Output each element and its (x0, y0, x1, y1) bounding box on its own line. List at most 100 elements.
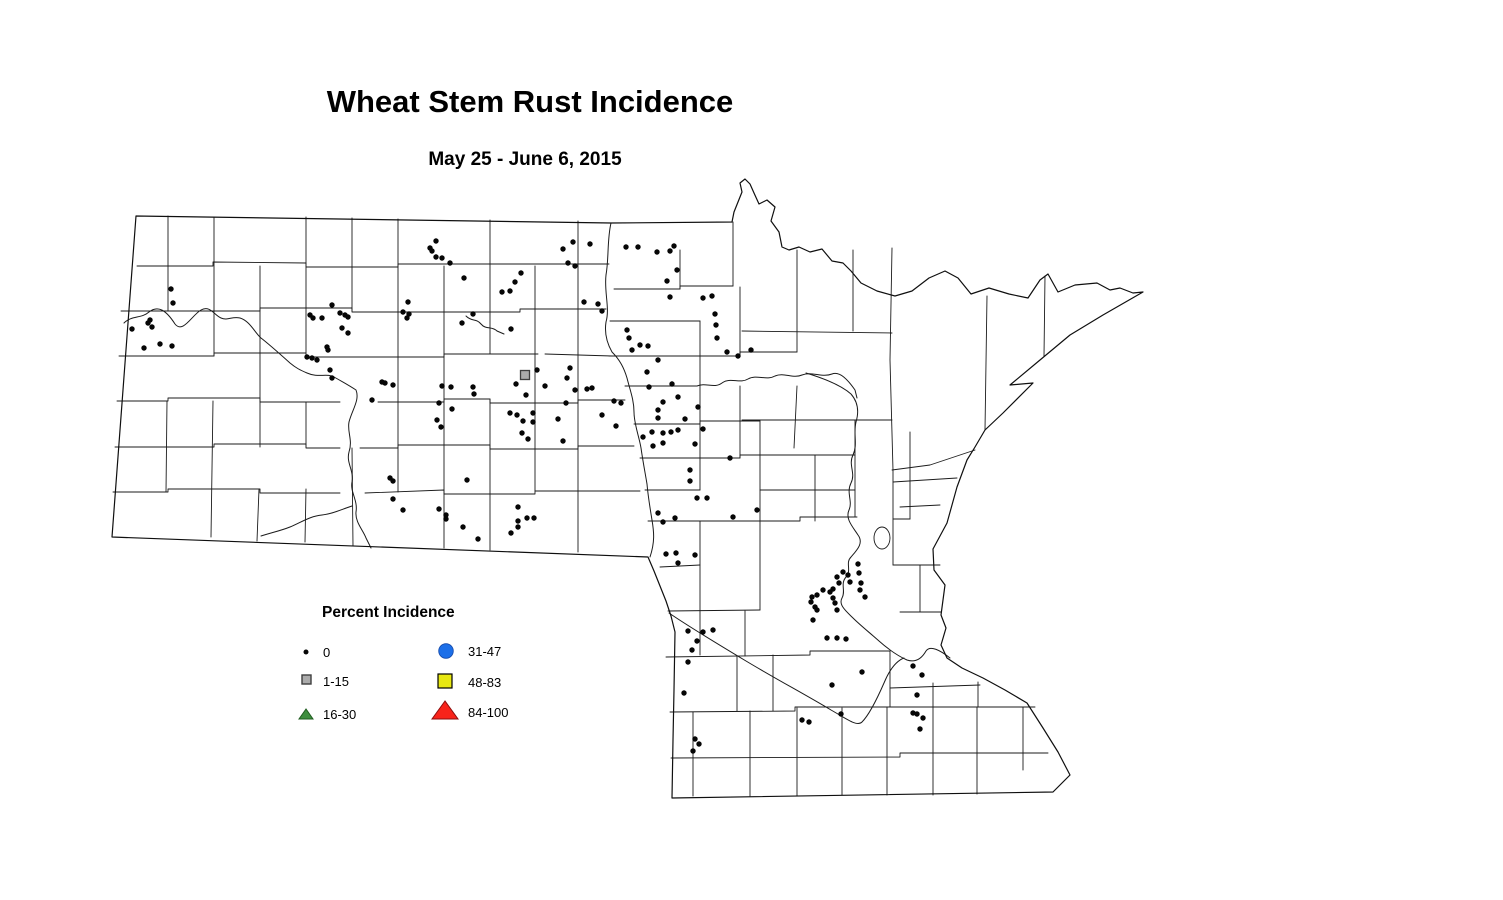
map-point (629, 347, 635, 353)
map-point (499, 289, 505, 295)
map-point (390, 382, 396, 388)
map-point (470, 384, 476, 390)
map-point (520, 418, 526, 424)
map-point (345, 330, 351, 336)
cannonball-river (260, 505, 353, 537)
map-point (470, 311, 476, 317)
map-point (387, 475, 393, 481)
map-point (692, 441, 698, 447)
map-point (436, 506, 442, 512)
map-point (587, 241, 593, 247)
map-point (325, 347, 331, 353)
map-point (668, 429, 674, 435)
map-point (654, 249, 660, 255)
map-point (599, 308, 605, 314)
map-point (567, 365, 573, 371)
map-point (512, 279, 518, 285)
map-point (646, 384, 652, 390)
map-point (464, 477, 470, 483)
map-point (858, 580, 864, 586)
map-point (660, 440, 666, 446)
map-point (682, 416, 688, 422)
map-point (664, 278, 670, 284)
map-point (829, 682, 835, 688)
map-point (834, 574, 840, 580)
legend-label-48-83: 48-83 (468, 675, 501, 690)
map-point (169, 343, 175, 349)
map-point (531, 515, 537, 521)
map-point (400, 309, 406, 315)
map-point (369, 397, 375, 403)
map-point (667, 248, 673, 254)
map-point (560, 438, 566, 444)
map-point (637, 342, 643, 348)
map-point (667, 294, 673, 300)
map-point (570, 239, 576, 245)
map-point (650, 443, 656, 449)
map-point (515, 518, 521, 524)
map-point (814, 607, 820, 613)
map-point (624, 327, 630, 333)
map-point (525, 436, 531, 442)
map-point (519, 430, 525, 436)
map-point (700, 426, 706, 432)
map-point (674, 267, 680, 273)
map-point (513, 381, 519, 387)
map-point (514, 412, 520, 418)
legend-title: Percent Incidence (322, 604, 455, 621)
map-point (584, 386, 590, 392)
map-point (618, 400, 624, 406)
map-point (563, 400, 569, 406)
map-point (141, 345, 147, 351)
map-point (572, 387, 578, 393)
map-point (405, 299, 411, 305)
map-point (754, 507, 760, 513)
page-title: Wheat Stem Rust Incidence (327, 84, 734, 119)
map-point (534, 367, 540, 373)
map-point (830, 595, 836, 601)
legend-yellow-square-symbol (437, 673, 453, 689)
map-point (595, 301, 601, 307)
map-point (640, 434, 646, 440)
page-subtitle: May 25 - June 6, 2015 (428, 149, 622, 170)
map-point (735, 353, 741, 359)
map-point (692, 552, 698, 558)
map-point (644, 369, 650, 375)
map-point (645, 343, 651, 349)
map-point (700, 629, 706, 635)
map-point (724, 349, 730, 355)
map-point (329, 302, 335, 308)
map-points-layer (129, 238, 926, 754)
map-point (681, 690, 687, 696)
map-point (859, 669, 865, 675)
map-point (400, 507, 406, 513)
map-point (443, 512, 449, 518)
map-point (345, 314, 351, 320)
map-point (834, 635, 840, 641)
map-point (672, 515, 678, 521)
map-point (475, 536, 481, 542)
map-point (530, 410, 536, 416)
map-point (560, 246, 566, 252)
map-point (685, 628, 691, 634)
map-point (910, 663, 916, 669)
map-point (572, 263, 578, 269)
map-point (862, 594, 868, 600)
map-point (687, 478, 693, 484)
red-lake (624, 372, 858, 399)
map-point (649, 429, 655, 435)
map-point (671, 243, 677, 249)
map-point (599, 412, 605, 418)
map-point (382, 380, 388, 386)
legend-blue-circle-symbol (438, 643, 454, 659)
map-point (433, 238, 439, 244)
map-point (611, 398, 617, 404)
map-point (508, 530, 514, 536)
map-point (914, 692, 920, 698)
map-point (515, 524, 521, 530)
map-point (730, 514, 736, 520)
map-point (685, 659, 691, 665)
map-point (840, 569, 846, 575)
map-point (449, 406, 455, 412)
map-point (438, 424, 444, 430)
